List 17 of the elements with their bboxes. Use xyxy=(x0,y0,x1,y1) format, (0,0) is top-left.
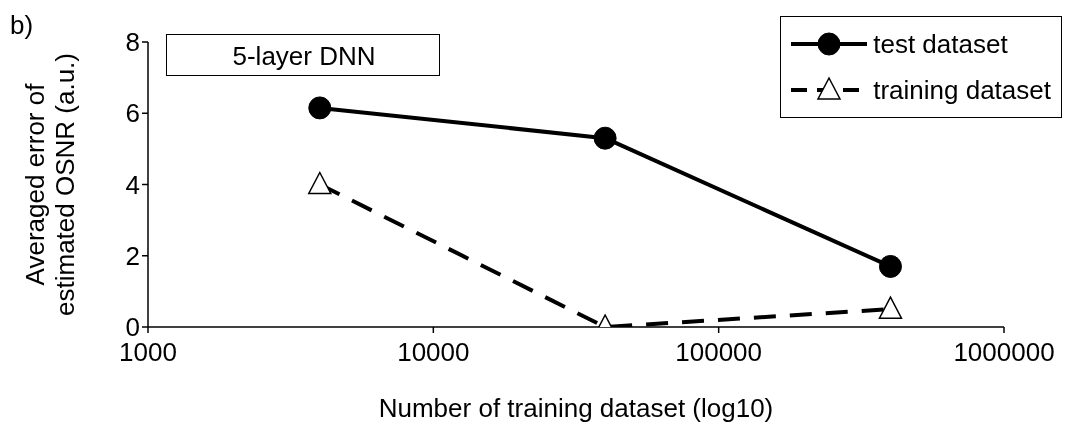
x-tick-label: 100000 xyxy=(675,337,763,368)
x-axis-title: Number of training dataset (log10) xyxy=(378,393,774,423)
x-tick-label: 10000 xyxy=(397,337,470,368)
y-tick-label: 2 xyxy=(125,240,140,271)
point xyxy=(308,96,332,120)
legend-label: training dataset xyxy=(873,74,1051,106)
x-tick-label: 1000000 xyxy=(953,337,1055,368)
y-tick-label: 4 xyxy=(125,169,140,200)
y-tick-label: 6 xyxy=(125,98,140,129)
text: b) xyxy=(10,10,34,41)
point xyxy=(878,254,902,278)
point xyxy=(308,171,332,195)
legend-label: test dataset xyxy=(873,28,1008,60)
y-axis-title: Averaged error of estimated OSNR (a.u.) xyxy=(20,53,80,316)
y-tick-label: 8 xyxy=(125,27,140,58)
point xyxy=(593,126,617,150)
point xyxy=(878,296,903,319)
